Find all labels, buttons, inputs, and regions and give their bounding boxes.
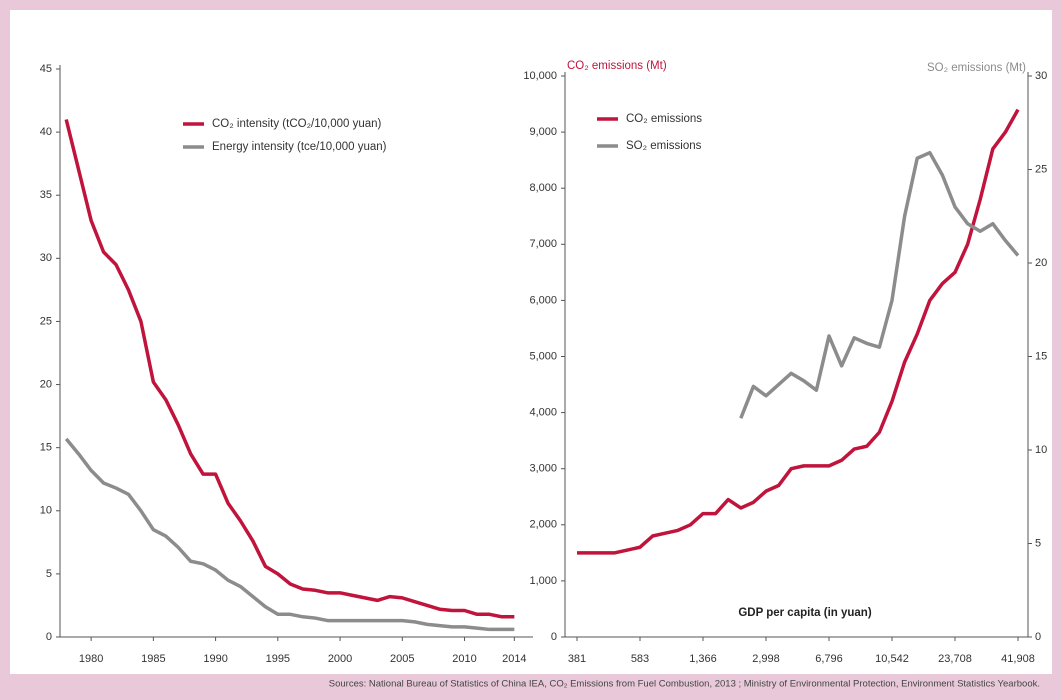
y-tick-label: 0 [551,631,557,643]
y-tick-label: 40 [40,126,52,138]
y2-tick-label: 5 [1035,537,1041,549]
y-tick-label: 2,000 [529,519,557,531]
series-line [64,437,515,632]
x-tick-label: 23,708 [938,653,972,665]
y-tick-label: 4,000 [529,407,557,419]
y-tick-label: 5,000 [529,350,557,362]
legend-label: Energy intensity (tce/10,000 yuan) [212,141,387,153]
x-tick-label: 1995 [266,653,290,665]
y-tick-label: 3,000 [529,463,557,475]
y-tick-label: 0 [46,631,52,643]
y-tick-label: 25 [40,315,52,327]
y-tick-label: 35 [40,189,52,201]
x-tick-label: 2,998 [752,653,780,665]
x-axis-title: GDP per capita (in yuan) [738,607,872,619]
x-tick-label: 1,366 [689,653,717,665]
x-tick-label: 1990 [203,653,227,665]
y-tick-label: 15 [40,442,52,454]
y-tick-label: 9,000 [529,126,557,138]
x-tick-label: 583 [631,653,649,665]
y-tick-label: 7,000 [529,238,557,250]
legend-label: CO₂ emissions [626,113,702,125]
y2-axis-title: SO₂ emissions (Mt) [927,62,1026,74]
x-tick-label: 2014 [502,653,526,665]
x-tick-label: 10,542 [875,653,909,665]
x-tick-label: 2005 [390,653,414,665]
series-line [739,150,1020,419]
y-tick-label: 45 [40,63,52,75]
y2-tick-label: 20 [1035,257,1047,269]
series-line [64,119,515,619]
legend-label: SO₂ emissions [626,140,702,152]
y-tick-label: 10,000 [523,70,557,82]
x-tick-label: 1980 [79,653,103,665]
y2-tick-label: 25 [1035,163,1047,175]
y-tick-label: 20 [40,378,52,390]
y-axis-title: CO₂ emissions (Mt) [567,60,667,72]
legend-label: CO₂ intensity (tCO₂/10,000 yuan) [212,118,382,130]
y-tick-label: 5 [46,568,52,580]
y2-tick-label: 0 [1035,631,1041,643]
y-tick-label: 6,000 [529,294,557,306]
y2-tick-label: 30 [1035,70,1047,82]
x-tick-label: 381 [568,653,586,665]
panel-background [10,10,1052,674]
y-tick-label: 30 [40,252,52,264]
x-tick-label: 2010 [452,653,476,665]
y-tick-label: 8,000 [529,182,557,194]
series-line [577,108,1020,555]
x-tick-label: 1985 [141,653,165,665]
x-tick-label: 6,796 [815,653,843,665]
y-tick-label: 1,000 [529,575,557,587]
y2-tick-label: 15 [1035,350,1047,362]
source-note: Sources: National Bureau of Statistics o… [329,679,1040,690]
y-tick-label: 10 [40,505,52,517]
x-tick-label: 41,908 [1001,653,1035,665]
x-tick-label: 2000 [328,653,352,665]
y2-tick-label: 10 [1035,444,1047,456]
